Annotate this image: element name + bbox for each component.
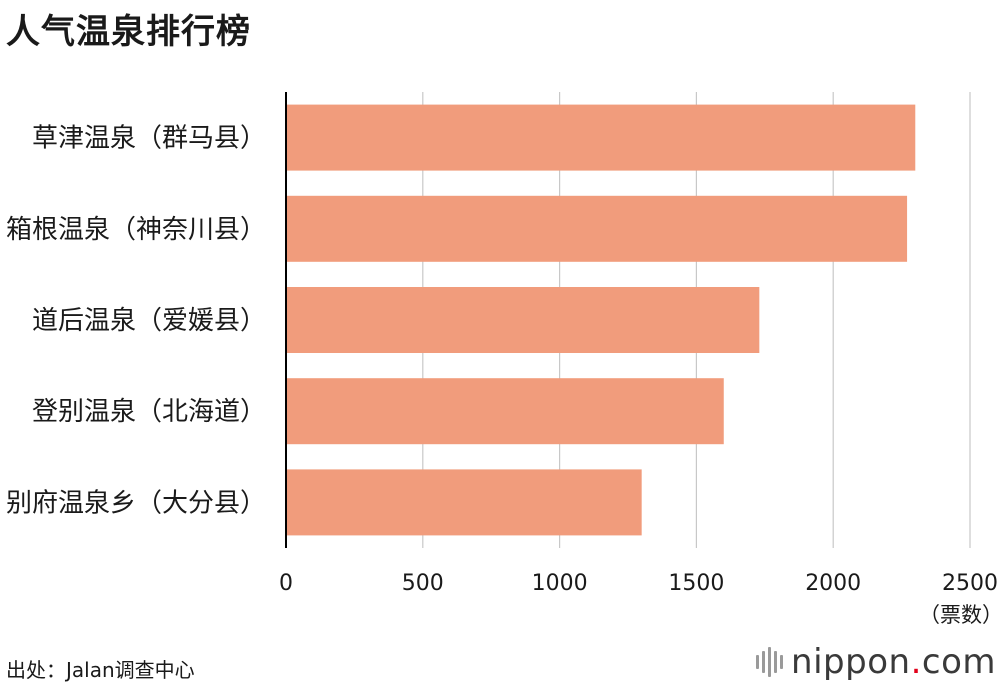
logo-dot: . — [910, 642, 922, 682]
category-label: 别府温泉乡（大分县） — [6, 488, 266, 518]
x-axis-unit-label: （票数） — [919, 603, 1000, 627]
bar — [286, 104, 916, 171]
nippon-logo: nippon.com — [756, 642, 996, 682]
x-tick-label: 500 — [402, 571, 444, 596]
bar-chart: 草津温泉（群马县） 箱根温泉（神奈川县） 道后温泉（爱媛县） 登别温泉（北海道） 别府温… — [6, 92, 1000, 627]
bar — [286, 287, 760, 353]
category-label: 箱根温泉（神奈川县） — [6, 215, 266, 245]
logo-wordmark: nippon.com — [791, 642, 996, 682]
logo-bars-icon — [756, 647, 784, 677]
bar — [286, 195, 908, 262]
x-tick-label: 1500 — [668, 571, 724, 596]
source-note: 出处：Jalan调查中心 — [6, 658, 195, 682]
bar — [286, 378, 724, 445]
x-tick-label: 2500 — [942, 571, 998, 596]
category-label: 登别温泉（北海道） — [32, 397, 266, 427]
x-tick-label: 2000 — [805, 571, 861, 596]
x-tick-label: 1000 — [532, 571, 588, 596]
category-label: 道后温泉（爱媛县） — [32, 306, 266, 336]
x-tick-labels: 0 500 1000 1500 2000 2500 — [279, 571, 998, 596]
bars — [286, 104, 916, 536]
x-tick-label: 0 — [279, 571, 293, 596]
chart-title: 人气温泉排行榜 — [6, 12, 251, 52]
bar — [286, 469, 642, 536]
category-labels: 草津温泉（群马县） 箱根温泉（神奈川县） 道后温泉（爱媛县） 登别温泉（北海道） 别府温… — [6, 124, 266, 519]
category-label: 草津温泉（群马县） — [32, 124, 266, 154]
